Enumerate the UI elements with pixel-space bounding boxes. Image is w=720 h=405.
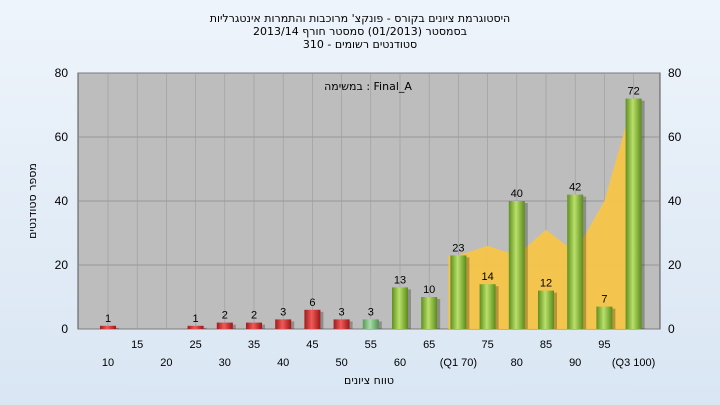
data-label-75: 14 xyxy=(481,271,493,283)
bar-shadow xyxy=(203,327,207,329)
bar-95 xyxy=(596,306,613,329)
bar-shadow xyxy=(232,324,236,329)
y-tick-left: 60 xyxy=(55,130,69,144)
task-annotation: במשימה : Final_A xyxy=(324,80,412,93)
chart-title: היסטוגרמת ציונים בקורס - פונקצ' מרוכבות … xyxy=(210,12,511,51)
x-axis-title: טווח ציונים xyxy=(344,374,394,387)
bar-50 xyxy=(333,319,350,329)
x-tick-40: 40 xyxy=(277,357,289,369)
data-label-(Q1 70): 23 xyxy=(452,242,464,254)
data-label-55: 3 xyxy=(368,306,374,318)
y-tick-left: 0 xyxy=(61,322,68,336)
x-tick-25: 25 xyxy=(189,339,201,351)
bar-shadow xyxy=(408,289,411,329)
y-tick-left: 80 xyxy=(55,66,69,80)
x-tick-60: 60 xyxy=(394,357,406,369)
x-tick-90: 90 xyxy=(569,357,581,369)
data-label-35: 2 xyxy=(251,310,257,322)
data-label-90: 42 xyxy=(569,182,581,194)
data-label-65: 10 xyxy=(423,284,435,296)
x-tick-45: 45 xyxy=(306,339,318,351)
data-label-45: 6 xyxy=(309,297,315,309)
bar-85 xyxy=(538,290,554,329)
bar-25 xyxy=(187,325,204,329)
data-label-10: 1 xyxy=(105,313,111,325)
x-tick-80: 80 xyxy=(511,357,523,369)
x-tick-50: 50 xyxy=(335,357,347,369)
bar-75 xyxy=(479,284,496,329)
data-label-80: 40 xyxy=(511,188,523,200)
bar-40 xyxy=(275,319,292,329)
data-label-30: 2 xyxy=(222,310,228,322)
title-line-1: היסטוגרמת ציונים בקורס - פונקצ' מרוכבות … xyxy=(210,12,511,25)
area-fill xyxy=(448,98,634,329)
y-tick-right: 0 xyxy=(668,322,675,336)
x-tick-85: 85 xyxy=(540,339,552,351)
area-series xyxy=(448,98,634,329)
y-tick-right: 20 xyxy=(668,258,682,272)
bar-(Q3 100) xyxy=(625,98,642,329)
y-tick-left: 40 xyxy=(55,194,69,208)
x-tick-15: 15 xyxy=(131,339,143,351)
data-label-85: 12 xyxy=(540,278,552,290)
y-axis-title: מספר סטודנטים xyxy=(26,163,39,239)
bar-shadow xyxy=(466,257,470,329)
x-tick-95: 95 xyxy=(598,339,610,351)
bar-shadow xyxy=(378,321,382,329)
y-axis-left-ticks: 0 20 40 60 80 xyxy=(55,66,69,336)
bar-shadow xyxy=(612,308,616,329)
x-tick-(Q3 100): (Q3 100) xyxy=(612,357,655,369)
bar-90 xyxy=(567,194,584,329)
bar-65 xyxy=(421,297,438,329)
x-tick-75: 75 xyxy=(481,339,493,351)
bar-shadow xyxy=(437,299,441,329)
data-label-60: 13 xyxy=(394,274,406,286)
bar-55 xyxy=(362,319,379,329)
bar-shadow xyxy=(524,203,528,329)
data-label-40: 3 xyxy=(280,306,286,318)
x-tick-(Q1 70): (Q1 70) xyxy=(440,357,477,369)
bar-60 xyxy=(392,287,408,329)
bar-30 xyxy=(216,322,233,329)
data-label-95: 7 xyxy=(601,294,607,306)
bar-shadow xyxy=(495,286,499,329)
bar-shadow xyxy=(349,321,353,329)
bar-shadow xyxy=(291,321,295,329)
bar-shadow xyxy=(641,100,645,329)
bar-series xyxy=(100,98,645,329)
data-label-50: 3 xyxy=(339,306,345,318)
bar-10 xyxy=(100,325,116,329)
x-tick-10: 10 xyxy=(102,357,114,369)
bar-80 xyxy=(508,201,525,329)
data-label-(Q3 100): 72 xyxy=(627,86,639,98)
bar-35 xyxy=(246,322,262,329)
title-line-2: בסמסטר (01/2013) סמסטר חורף 2013/14 xyxy=(253,25,467,38)
bar-shadow xyxy=(554,292,557,329)
bar-shadow xyxy=(262,324,265,329)
bar-shadow xyxy=(116,327,119,329)
bar-shadow xyxy=(583,196,587,329)
bar-(Q1 70) xyxy=(450,255,467,329)
x-tick-35: 35 xyxy=(248,339,260,351)
y-axis-right-ticks: 0 20 40 60 80 xyxy=(668,66,682,336)
bar-shadow xyxy=(320,311,324,329)
x-tick-65: 65 xyxy=(423,339,435,351)
x-tick-55: 55 xyxy=(365,339,377,351)
y-tick-right: 60 xyxy=(668,130,682,144)
x-tick-30: 30 xyxy=(219,357,231,369)
y-tick-right: 40 xyxy=(668,194,682,208)
y-tick-left: 20 xyxy=(55,258,69,272)
title-line-3: סטודנטים רשומים - 310 xyxy=(303,38,417,51)
data-label-25: 1 xyxy=(193,313,199,325)
x-tick-20: 20 xyxy=(160,357,172,369)
x-axis-ticks: 10 15 20 25 30 35 40 45 50 55 60 65 (Q1 70) 75 80 85 90 9… xyxy=(102,339,655,369)
y-tick-right: 80 xyxy=(668,66,682,80)
bar-45 xyxy=(304,309,321,329)
